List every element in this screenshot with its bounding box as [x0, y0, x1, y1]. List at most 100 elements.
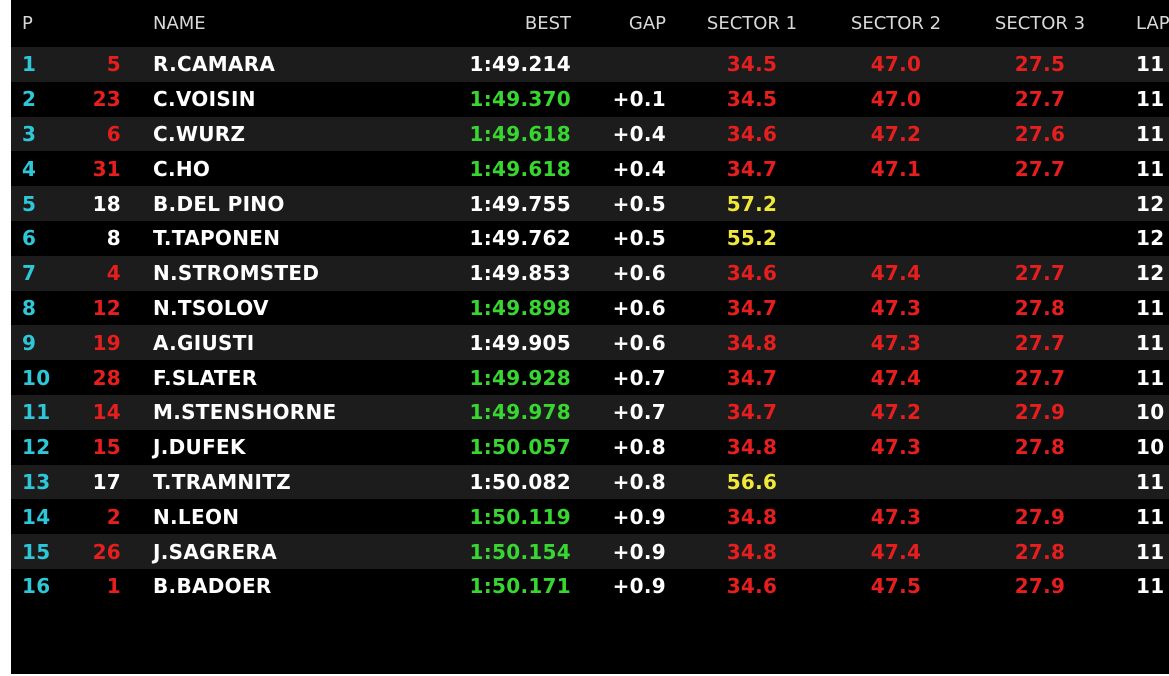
- sector-1-cell: 34.7: [726, 156, 778, 181]
- gap-cell: +0.7: [612, 365, 666, 390]
- car-number-cell: 5: [106, 52, 121, 77]
- best-lap-cell: 1:49.898: [469, 295, 571, 320]
- car-number-cell: 12: [92, 295, 121, 320]
- position-cell: 8: [22, 295, 37, 320]
- gap-cell: +0.4: [612, 156, 666, 181]
- sector-3-cell: [984, 186, 1096, 221]
- laps-cell: 12: [1136, 226, 1165, 251]
- laps-cell: 11: [1136, 504, 1165, 529]
- best-lap-cell: 1:50.119: [469, 504, 571, 529]
- best-lap-cell: 1:49.905: [469, 330, 571, 355]
- best-lap-cell: 1:49.755: [469, 191, 571, 216]
- driver-name-cell: F.SLATER: [153, 365, 258, 390]
- best-lap-cell: 1:49.370: [469, 87, 571, 112]
- gap-cell: +0.5: [612, 226, 666, 251]
- sector-1-cell: 34.8: [726, 435, 778, 460]
- laps-cell: 11: [1136, 295, 1165, 320]
- laps-cell: 11: [1136, 87, 1165, 112]
- sector-3-cell: 27.8: [1014, 295, 1066, 320]
- gap-cell: +0.4: [612, 121, 666, 146]
- best-lap-cell: 1:49.978: [469, 400, 571, 425]
- sector-1-cell: 34.8: [726, 504, 778, 529]
- sector-3-cell: 27.7: [1014, 365, 1066, 390]
- sector-3-cell: 27.8: [1014, 539, 1066, 564]
- position-cell: 4: [22, 156, 37, 181]
- sector-1-cell: 34.7: [726, 365, 778, 390]
- best-lap-cell: 1:50.154: [469, 539, 571, 564]
- car-number-cell: 28: [92, 365, 121, 390]
- laps-cell: 11: [1136, 121, 1165, 146]
- header-gap: GAP: [628, 13, 666, 34]
- best-lap-cell: 1:50.171: [469, 574, 571, 599]
- header-laps: LAP: [1136, 13, 1169, 34]
- position-cell: 1: [22, 52, 37, 77]
- gap-cell: +0.8: [612, 469, 666, 494]
- header-row: P NAME BEST GAP SECTOR 1 SECTOR 2 SECTOR…: [11, 0, 1169, 47]
- driver-name-cell: B.DEL PINO: [153, 191, 285, 216]
- car-number-cell: 6: [106, 121, 121, 146]
- best-lap-cell: 1:50.057: [469, 435, 571, 460]
- car-number-cell: 1: [106, 574, 121, 599]
- laps-cell: 11: [1136, 539, 1165, 564]
- position-cell: 16: [22, 574, 51, 599]
- table-row: 8 12 N.TSOLOV 1:49.898 +0.6 34.7 47.3 27.8 11: [11, 291, 1169, 326]
- header-name: NAME: [153, 13, 206, 34]
- sector-1-cell: 34.8: [726, 539, 778, 564]
- driver-name-cell: B.BADOER: [153, 574, 272, 599]
- header-position: P: [22, 13, 33, 34]
- driver-name-cell: J.SAGRERA: [153, 539, 277, 564]
- sector-2-cell: 47.3: [870, 504, 922, 529]
- sector-2-cell: 47.3: [870, 435, 922, 460]
- driver-name-cell: R.CAMARA: [153, 52, 276, 77]
- table-row: 4 31 C.HO 1:49.618 +0.4 34.7 47.1 27.7 11: [11, 151, 1169, 186]
- gap-cell: +0.8: [612, 435, 666, 460]
- gap-cell: +0.9: [612, 504, 666, 529]
- sector-3-cell: 27.5: [1014, 52, 1066, 77]
- sector-3-cell: [984, 221, 1096, 256]
- position-cell: 12: [22, 435, 51, 460]
- position-cell: 3: [22, 121, 37, 146]
- car-number-cell: 23: [92, 87, 121, 112]
- sector-2-cell: 47.4: [870, 365, 922, 390]
- sector-2-cell: 47.2: [870, 400, 922, 425]
- best-lap-cell: 1:49.853: [469, 261, 571, 286]
- sector-2-cell: 47.0: [870, 52, 922, 77]
- car-number-cell: 14: [92, 400, 121, 425]
- car-number-cell: 8: [106, 226, 121, 251]
- driver-name-cell: C.HO: [153, 156, 211, 181]
- sector-1-cell: 34.6: [726, 261, 778, 286]
- car-number-cell: 15: [92, 435, 121, 460]
- table-row: 5 18 B.DEL PINO 1:49.755 +0.5 57.2 12: [11, 186, 1169, 221]
- sector-2-cell: [840, 465, 952, 500]
- laps-cell: 11: [1136, 365, 1165, 390]
- laps-cell: 11: [1136, 156, 1165, 181]
- sector-3-cell: 27.7: [1014, 330, 1066, 355]
- position-cell: 9: [22, 330, 37, 355]
- sector-1-cell: 34.6: [726, 121, 778, 146]
- sector-1-cell: 34.7: [726, 400, 778, 425]
- sector-1-cell: 34.5: [726, 52, 778, 77]
- driver-name-cell: N.LEON: [153, 504, 240, 529]
- table-row: 1 5 R.CAMARA 1:49.214 34.5 47.0 27.5 11: [11, 47, 1169, 82]
- table-row: 12 15 J.DUFEK 1:50.057 +0.8 34.8 47.3 27.8 10: [11, 430, 1169, 465]
- sector-3-cell: 27.9: [1014, 400, 1066, 425]
- sector-2-cell: 47.2: [870, 121, 922, 146]
- driver-name-cell: N.TSOLOV: [153, 295, 269, 320]
- position-cell: 2: [22, 87, 37, 112]
- laps-cell: 11: [1136, 574, 1165, 599]
- driver-name-cell: A.GIUSTI: [153, 330, 255, 355]
- sector-1-cell: 34.6: [726, 574, 778, 599]
- table-row: 15 26 J.SAGRERA 1:50.154 +0.9 34.8 47.4 27.8 11: [11, 534, 1169, 569]
- driver-name-cell: C.VOISIN: [153, 87, 256, 112]
- best-lap-cell: 1:50.082: [469, 469, 571, 494]
- sector-2-cell: [840, 221, 952, 256]
- gap-cell: +0.6: [612, 330, 666, 355]
- sector-1-cell: 34.5: [726, 87, 778, 112]
- table-row: 13 17 T.TRAMNITZ 1:50.082 +0.8 56.6 11: [11, 464, 1169, 500]
- gap-cell: +0.7: [612, 400, 666, 425]
- best-lap-cell: 1:49.214: [469, 52, 571, 77]
- sector-1-cell: 34.8: [726, 330, 778, 355]
- sector-2-cell: 47.4: [870, 261, 922, 286]
- sector-2-cell: 47.3: [870, 295, 922, 320]
- sector-2-cell: [840, 186, 952, 221]
